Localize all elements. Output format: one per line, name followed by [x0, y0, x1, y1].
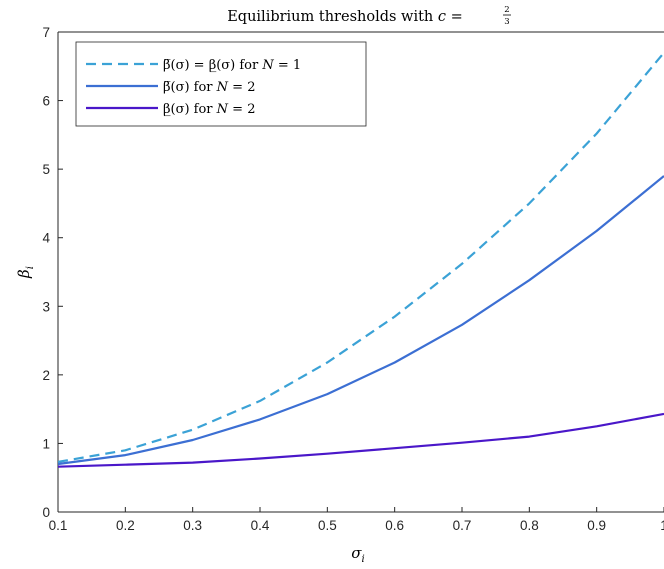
y-axis-label: βi	[15, 266, 36, 279]
y-tick-label: 0	[42, 505, 50, 520]
legend-label-3: β̲(σ) for N = 2	[163, 102, 255, 117]
y-tick-label: 4	[42, 231, 50, 246]
x-ticks: 0.1 0.2 0.3 0.4 0.5 0.6 0.7 0.8 0.9 1	[49, 507, 664, 533]
y-tick-label: 6	[42, 94, 50, 109]
x-tick-label: 0.3	[183, 518, 202, 533]
y-tick-label: 3	[42, 299, 50, 314]
x-tick-label: 0.2	[116, 518, 135, 533]
x-axis-label: σi	[351, 544, 364, 565]
x-tick-label: 0.8	[520, 518, 539, 533]
title-fraction-numerator: 2	[504, 5, 509, 15]
legend: β̅(σ) = β̲(σ) for N = 1 β̅(σ) for N = 2 β̲…	[75, 41, 367, 127]
chart-title: Equilibrium thresholds with c =	[227, 9, 463, 25]
series-line-3	[58, 412, 664, 468]
x-tick-label: 0.4	[251, 518, 270, 533]
y-tick-label: 2	[42, 368, 50, 383]
legend-label-2: β̅(σ) for N = 2	[163, 80, 255, 95]
series-line-1	[58, 51, 664, 463]
y-tick-label: 5	[42, 162, 50, 177]
x-tick-label: 0.1	[49, 518, 68, 533]
title-fraction-denominator: 3	[504, 17, 509, 27]
legend-box	[75, 41, 367, 127]
x-tick-label: 0.7	[453, 518, 472, 533]
x-tick-label: 0.5	[318, 518, 337, 533]
y-ticks: 0 1 2 3 4 5 6 7	[42, 25, 63, 520]
y-tick-label: 1	[42, 436, 50, 451]
y-tick-label: 7	[42, 25, 50, 40]
x-tick-label: 0.9	[587, 518, 606, 533]
legend-label-1: β̅(σ) = β̲(σ) for N = 1	[163, 58, 301, 73]
x-tick-label: 0.6	[385, 518, 404, 533]
series-line-2	[58, 175, 664, 466]
x-tick-label: 1	[660, 518, 664, 533]
series-lines	[58, 51, 664, 468]
